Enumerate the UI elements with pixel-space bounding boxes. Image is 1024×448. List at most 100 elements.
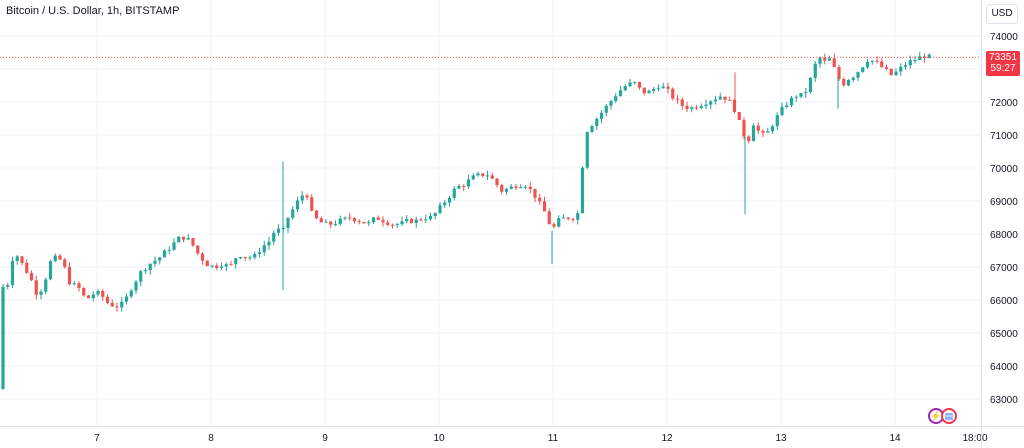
candle-body	[671, 88, 675, 99]
symbol-title: Bitcoin / U.S. Dollar, 1h, BITSTAMP	[6, 5, 180, 17]
candle-body	[58, 255, 62, 260]
y-tick-label: 64000	[990, 362, 1018, 373]
candle-body	[571, 218, 575, 220]
event-badges[interactable]: ⚡ ▤	[928, 408, 957, 424]
y-tick-label: 70000	[990, 164, 1018, 175]
candle-body	[229, 264, 233, 266]
candle-body	[115, 306, 119, 308]
candle-body	[533, 188, 537, 198]
candle-body	[310, 197, 314, 211]
y-tick-label: 63000	[990, 395, 1018, 406]
candle-body	[257, 252, 262, 255]
y-tick-label: 72000	[990, 98, 1018, 109]
candle-body	[509, 186, 513, 189]
candle-body	[918, 56, 922, 61]
last-price-tag: 73351 59:27	[986, 51, 1020, 76]
candle-body	[471, 175, 475, 180]
candle-body	[913, 60, 917, 62]
candle-body	[376, 217, 380, 220]
candle-body	[162, 250, 167, 258]
candle-body	[837, 66, 841, 80]
candle-body	[134, 281, 138, 291]
candle-body	[585, 132, 589, 168]
candle-body	[10, 260, 15, 286]
candle-body	[500, 185, 504, 192]
candle-body	[414, 219, 418, 223]
candle-body	[457, 185, 461, 189]
candle-body	[756, 125, 760, 131]
candle-body	[177, 236, 181, 243]
candle-body	[200, 253, 205, 261]
candle-body	[737, 111, 741, 120]
candle-body	[158, 257, 162, 261]
candle-body	[690, 107, 694, 110]
candle-body	[666, 86, 670, 89]
candle-body	[865, 61, 870, 68]
candle-body	[110, 302, 114, 307]
candle-body	[861, 67, 865, 73]
us-flag-icon[interactable]: ▤	[941, 408, 957, 424]
x-tick-label: 12	[661, 433, 673, 444]
candle-body	[799, 93, 803, 97]
candle-body	[590, 126, 594, 133]
candle-body	[789, 97, 794, 106]
candle-body	[728, 99, 732, 101]
candle-body	[514, 186, 518, 188]
candle-body	[405, 218, 409, 222]
candle-body	[462, 185, 466, 187]
candle-body	[908, 60, 912, 66]
candle-body	[813, 63, 817, 78]
candle-body	[656, 88, 661, 90]
candle-body	[889, 68, 893, 76]
candle-body	[6, 285, 10, 287]
symbol-legend: Bitcoin / U.S. Dollar, 1h, BITSTAMP	[6, 5, 179, 17]
candle-body	[286, 217, 290, 228]
candle-body	[1, 286, 5, 390]
candle-body	[433, 213, 437, 216]
candle-body	[205, 260, 209, 267]
currency-button[interactable]: USD	[986, 4, 1018, 24]
candle-body	[804, 92, 808, 94]
candle-body	[357, 221, 361, 223]
candle-body	[120, 301, 124, 308]
candle-body	[395, 224, 399, 226]
candle-body	[856, 72, 860, 78]
y-tick-label: 74000	[990, 32, 1018, 43]
candle-body	[276, 228, 281, 233]
candle-body	[770, 126, 775, 132]
x-tick-label: 7	[94, 433, 100, 444]
candle-body	[63, 259, 67, 267]
candle-body	[390, 224, 395, 226]
candle-body	[580, 167, 585, 214]
candle-body	[139, 271, 143, 282]
candle-body	[504, 188, 509, 192]
candle-body	[447, 197, 452, 203]
candle-body	[775, 115, 779, 127]
candle-body	[623, 86, 627, 91]
candle-body	[713, 99, 718, 102]
candle-body	[333, 224, 338, 226]
candle-body	[481, 173, 485, 176]
candle-body	[751, 125, 756, 142]
candle-body	[709, 101, 713, 105]
x-tick-label: 10	[433, 433, 445, 444]
candle-body	[172, 242, 176, 250]
candle-body	[167, 249, 171, 251]
candle-body	[780, 106, 784, 116]
candle-body	[329, 221, 333, 225]
candle-body	[15, 256, 19, 261]
y-tick-label: 69000	[990, 197, 1018, 208]
x-tick-label: 11	[548, 433, 559, 444]
candle-body	[466, 179, 471, 187]
candle-body	[761, 130, 765, 133]
candle-body	[219, 266, 224, 268]
candle-body	[72, 283, 76, 285]
candle-body	[528, 186, 532, 189]
candle-body	[519, 187, 523, 189]
candle-body	[903, 65, 908, 67]
last-price-value: 73351	[989, 52, 1017, 63]
candle-body	[400, 221, 404, 225]
candle-body	[618, 90, 623, 97]
candle-body	[262, 245, 266, 253]
